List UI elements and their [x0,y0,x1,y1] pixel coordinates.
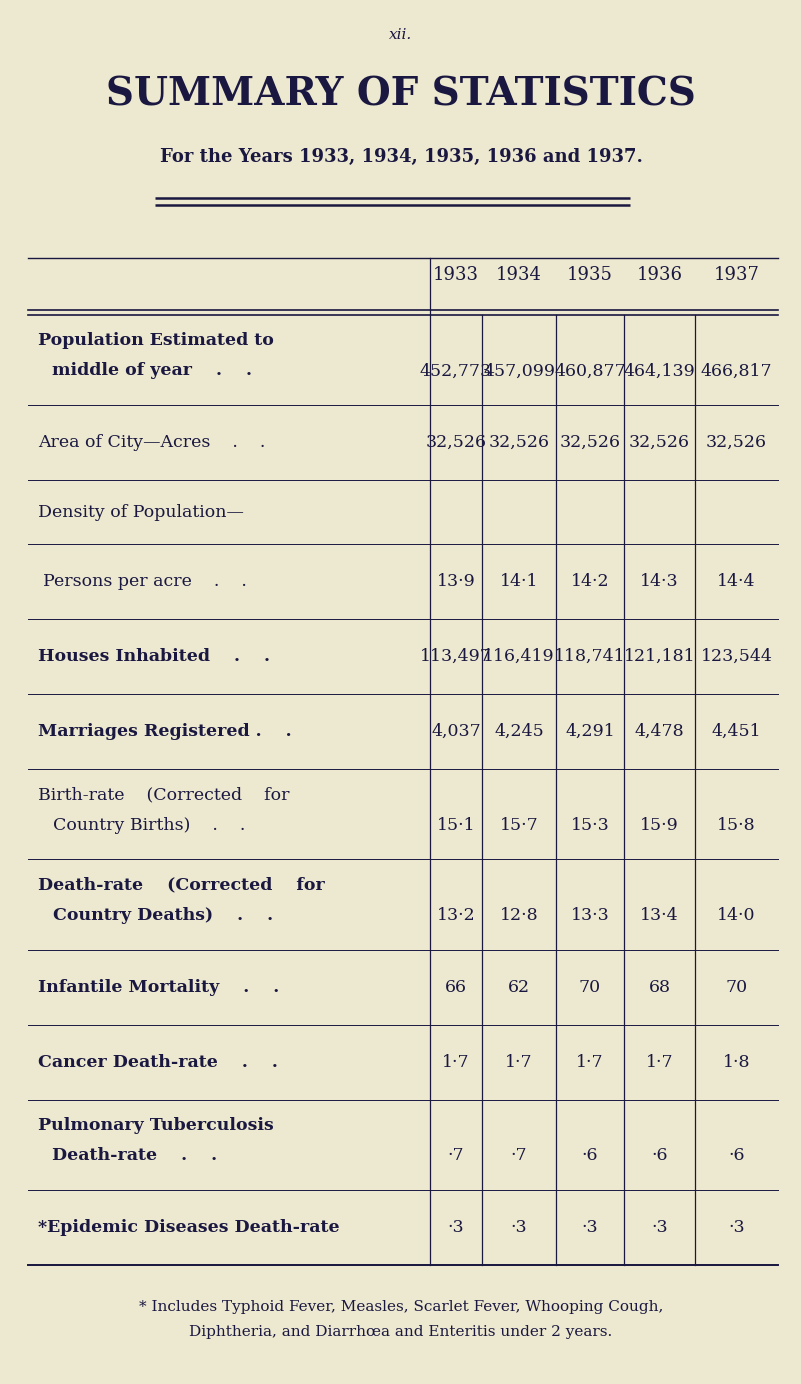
Text: 32,526: 32,526 [560,435,621,451]
Text: 14·2: 14·2 [570,573,610,590]
Text: 460,877: 460,877 [554,363,626,379]
Text: 1935: 1935 [567,266,613,284]
Text: 113,497: 113,497 [420,648,492,666]
Text: ·3: ·3 [651,1219,668,1236]
Text: 4,245: 4,245 [494,724,544,740]
Text: 68: 68 [649,978,670,995]
Text: 1933: 1933 [433,266,479,284]
Text: Density of Population—: Density of Population— [38,504,244,520]
Text: *Epidemic Diseases Death-rate: *Epidemic Diseases Death-rate [38,1219,340,1236]
Text: Area of City—Acres    .    .: Area of City—Acres . . [38,435,265,451]
Text: Population Estimated to: Population Estimated to [38,332,274,349]
Text: 4,291: 4,291 [566,724,615,740]
Text: 1·8: 1·8 [723,1053,751,1071]
Text: ·3: ·3 [448,1219,465,1236]
Text: 32,526: 32,526 [489,435,549,451]
Text: ·7: ·7 [511,1147,527,1164]
Text: 1·7: 1·7 [646,1053,674,1071]
Text: Cancer Death-rate    .    .: Cancer Death-rate . . [38,1053,278,1071]
Text: Birth-rate    (Corrected    for: Birth-rate (Corrected for [38,786,289,803]
Text: middle of year    .    .: middle of year . . [52,363,252,379]
Text: 15·8: 15·8 [717,817,756,833]
Text: 121,181: 121,181 [624,648,695,666]
Text: 14·3: 14·3 [640,573,678,590]
Text: ·6: ·6 [728,1147,745,1164]
Text: 32,526: 32,526 [706,435,767,451]
Text: 4,478: 4,478 [634,724,684,740]
Text: 13·3: 13·3 [570,907,610,925]
Text: 118,741: 118,741 [554,648,626,666]
Text: 466,817: 466,817 [701,363,772,379]
Text: 116,419: 116,419 [483,648,555,666]
Text: 15·3: 15·3 [570,817,610,833]
Text: Death-rate    (Corrected    for: Death-rate (Corrected for [38,876,324,893]
Text: Country Deaths)    .    .: Country Deaths) . . [53,907,273,925]
Text: 1937: 1937 [714,266,759,284]
Text: 1·7: 1·7 [442,1053,470,1071]
Text: 1·7: 1·7 [505,1053,533,1071]
Text: 1934: 1934 [496,266,542,284]
Text: 32,526: 32,526 [425,435,486,451]
Text: Country Births)    .    .: Country Births) . . [53,817,245,833]
Text: 14·1: 14·1 [500,573,538,590]
Text: ·7: ·7 [448,1147,465,1164]
Text: 12·8: 12·8 [500,907,538,925]
Text: Death-rate    .    .: Death-rate . . [52,1147,217,1164]
Text: For the Years 1933, 1934, 1935, 1936 and 1937.: For the Years 1933, 1934, 1935, 1936 and… [159,148,642,166]
Text: 15·7: 15·7 [500,817,538,833]
Text: * Includes Typhoid Fever, Measles, Scarlet Fever, Whooping Cough,: * Includes Typhoid Fever, Measles, Scarl… [139,1300,663,1313]
Text: 457,099: 457,099 [483,363,555,379]
Text: 14·4: 14·4 [717,573,756,590]
Text: Marriages Registered .    .: Marriages Registered . . [38,724,292,740]
Text: 123,544: 123,544 [701,648,772,666]
Text: ·3: ·3 [728,1219,745,1236]
Text: Persons per acre    .    .: Persons per acre . . [43,573,247,590]
Text: 15·9: 15·9 [640,817,679,833]
Text: 4,037: 4,037 [431,724,481,740]
Text: Diphtheria, and Diarrhœa and Enteritis under 2 years.: Diphtheria, and Diarrhœa and Enteritis u… [189,1324,613,1338]
Text: 70: 70 [726,978,747,995]
Text: 1·7: 1·7 [576,1053,604,1071]
Text: 14·0: 14·0 [717,907,756,925]
Text: 70: 70 [579,978,601,995]
Text: 15·1: 15·1 [437,817,475,833]
Text: 1936: 1936 [637,266,682,284]
Text: Infantile Mortality    .    .: Infantile Mortality . . [38,978,280,995]
Text: 452,773: 452,773 [420,363,492,379]
Text: 62: 62 [508,978,530,995]
Text: ·6: ·6 [651,1147,668,1164]
Text: 4,451: 4,451 [711,724,761,740]
Text: ·3: ·3 [582,1219,598,1236]
Text: SUMMARY OF STATISTICS: SUMMARY OF STATISTICS [106,75,696,113]
Text: 13·4: 13·4 [640,907,678,925]
Text: Houses Inhabited    .    .: Houses Inhabited . . [38,648,270,666]
Text: 13·9: 13·9 [437,573,475,590]
Text: xii.: xii. [389,28,413,42]
Text: 66: 66 [445,978,467,995]
Text: 464,139: 464,139 [624,363,695,379]
Text: 32,526: 32,526 [629,435,690,451]
Text: Pulmonary Tuberculosis: Pulmonary Tuberculosis [38,1117,274,1133]
Text: ·6: ·6 [582,1147,598,1164]
Text: ·3: ·3 [511,1219,527,1236]
Text: 13·2: 13·2 [437,907,475,925]
